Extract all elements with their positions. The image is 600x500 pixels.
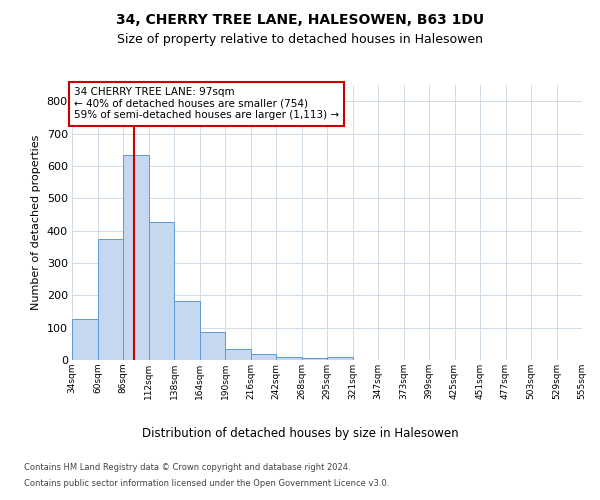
Text: Size of property relative to detached houses in Halesowen: Size of property relative to detached ho…	[117, 32, 483, 46]
Bar	[97, 238, 123, 360]
Bar	[251, 354, 276, 360]
Text: 34 CHERRY TREE LANE: 97sqm
← 40% of detached houses are smaller (754)
59% of sem: 34 CHERRY TREE LANE: 97sqm ← 40% of deta…	[74, 88, 339, 120]
Bar	[200, 332, 225, 360]
Text: Contains public sector information licensed under the Open Government Licence v3: Contains public sector information licen…	[24, 478, 389, 488]
Y-axis label: Number of detached properties: Number of detached properties	[31, 135, 41, 310]
Text: Contains HM Land Registry data © Crown copyright and database right 2024.: Contains HM Land Registry data © Crown c…	[24, 464, 350, 472]
Bar	[149, 222, 174, 360]
Bar	[174, 301, 200, 360]
Text: Distribution of detached houses by size in Halesowen: Distribution of detached houses by size …	[142, 428, 458, 440]
Bar	[72, 318, 97, 360]
Bar	[123, 154, 149, 360]
Text: 34, CHERRY TREE LANE, HALESOWEN, B63 1DU: 34, CHERRY TREE LANE, HALESOWEN, B63 1DU	[116, 12, 484, 26]
Bar	[276, 357, 302, 360]
Bar	[302, 358, 327, 360]
Bar	[327, 358, 353, 360]
Bar	[225, 348, 251, 360]
